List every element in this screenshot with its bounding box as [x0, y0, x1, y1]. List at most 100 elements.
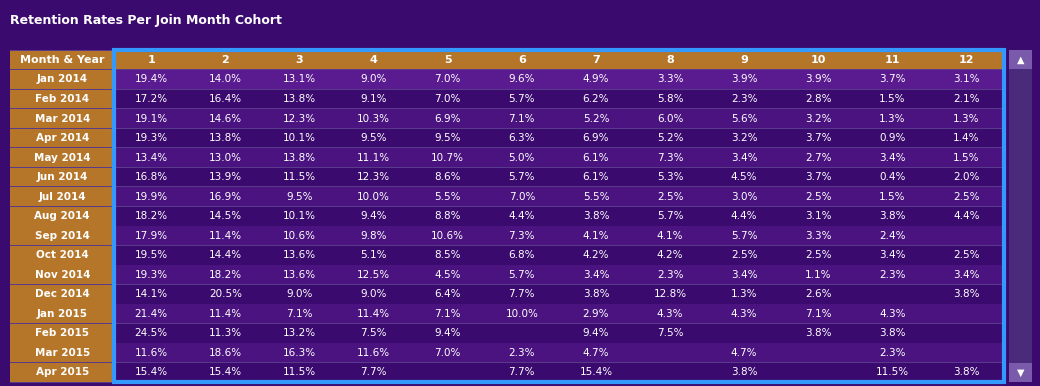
Bar [855, 304, 930, 323]
Bar [262, 265, 337, 284]
Text: 10.7%: 10.7% [432, 152, 464, 163]
Text: Nov 2014: Nov 2014 [34, 270, 90, 280]
Text: 10.0%: 10.0% [505, 309, 539, 319]
Text: 10.6%: 10.6% [283, 231, 316, 241]
Bar [114, 343, 188, 362]
Text: 10.1%: 10.1% [283, 211, 316, 221]
Text: 5.7%: 5.7% [657, 211, 683, 221]
Text: 3.1%: 3.1% [805, 211, 832, 221]
Text: 1: 1 [148, 55, 155, 65]
Bar [633, 187, 707, 207]
Bar [930, 226, 1004, 245]
Bar [558, 265, 633, 284]
Text: 2.3%: 2.3% [879, 270, 906, 280]
Bar [10, 207, 114, 226]
Bar [114, 168, 188, 187]
Bar [781, 226, 855, 245]
Text: 3.4%: 3.4% [731, 270, 757, 280]
Bar [114, 187, 188, 207]
Text: 7.1%: 7.1% [435, 309, 461, 319]
Text: 1.1%: 1.1% [805, 270, 832, 280]
Text: ▼: ▼ [1016, 367, 1024, 378]
Bar [10, 245, 114, 265]
Bar [10, 343, 1004, 344]
Bar [10, 89, 114, 109]
Text: 7.1%: 7.1% [286, 309, 313, 319]
Bar [262, 362, 337, 382]
Text: 13.9%: 13.9% [209, 172, 242, 182]
Text: 4.1%: 4.1% [582, 231, 609, 241]
Bar [930, 323, 1004, 343]
Bar [855, 323, 930, 343]
Text: 14.1%: 14.1% [134, 289, 167, 299]
Text: 1.5%: 1.5% [954, 152, 980, 163]
Text: 10.1%: 10.1% [283, 133, 316, 143]
Bar [633, 265, 707, 284]
Bar [558, 304, 633, 323]
Text: Dec 2014: Dec 2014 [35, 289, 89, 299]
Text: 12.3%: 12.3% [357, 172, 390, 182]
Text: 7.7%: 7.7% [360, 367, 387, 378]
Bar [558, 284, 633, 304]
Text: 6.1%: 6.1% [582, 172, 609, 182]
Bar [114, 148, 188, 168]
Bar [781, 207, 855, 226]
Bar [411, 343, 485, 362]
Bar [707, 284, 781, 304]
Bar [707, 89, 781, 109]
Text: 6.0%: 6.0% [657, 113, 683, 124]
Bar [633, 226, 707, 245]
Text: 4.9%: 4.9% [582, 74, 609, 85]
Text: 18.2%: 18.2% [209, 270, 242, 280]
Text: 15.4%: 15.4% [579, 367, 613, 378]
Bar [188, 245, 262, 265]
Bar [10, 206, 1004, 207]
Bar [485, 343, 558, 362]
Bar [188, 187, 262, 207]
Text: Jun 2014: Jun 2014 [36, 172, 88, 182]
Text: 13.1%: 13.1% [283, 74, 316, 85]
Bar [262, 89, 337, 109]
Text: 7.0%: 7.0% [435, 74, 461, 85]
Text: 13.6%: 13.6% [283, 250, 316, 260]
Bar [10, 50, 114, 70]
Bar [558, 128, 633, 148]
Text: 7.7%: 7.7% [509, 367, 535, 378]
Bar [855, 187, 930, 207]
Bar [10, 323, 114, 343]
Bar [10, 304, 114, 323]
Bar [707, 304, 781, 323]
Bar [781, 343, 855, 362]
Bar [10, 109, 114, 128]
Text: 13.0%: 13.0% [209, 152, 242, 163]
Text: 14.0%: 14.0% [209, 74, 242, 85]
Text: 13.6%: 13.6% [283, 270, 316, 280]
Text: 12.5%: 12.5% [357, 270, 390, 280]
Text: 2.3%: 2.3% [731, 94, 757, 104]
Text: Feb 2014: Feb 2014 [35, 94, 89, 104]
Bar [781, 50, 855, 70]
Text: 16.4%: 16.4% [209, 94, 242, 104]
Bar [10, 128, 114, 148]
Bar [633, 70, 707, 89]
Text: 3.7%: 3.7% [879, 74, 906, 85]
Text: 3.2%: 3.2% [805, 113, 832, 124]
Bar [633, 284, 707, 304]
Bar [337, 245, 411, 265]
Text: 4.5%: 4.5% [731, 172, 757, 182]
Bar [930, 265, 1004, 284]
Text: 19.3%: 19.3% [134, 270, 167, 280]
Text: 4.3%: 4.3% [731, 309, 757, 319]
Bar [10, 225, 1004, 226]
Bar [855, 50, 930, 70]
Text: 7.5%: 7.5% [360, 328, 387, 338]
Bar [930, 70, 1004, 89]
Text: 4.3%: 4.3% [657, 309, 683, 319]
Bar [781, 245, 855, 265]
Bar [485, 109, 558, 128]
Bar [10, 148, 114, 168]
Text: 8.8%: 8.8% [435, 211, 461, 221]
Text: 7.1%: 7.1% [805, 309, 832, 319]
Text: Apr 2014: Apr 2014 [35, 133, 89, 143]
Text: 18.6%: 18.6% [209, 348, 242, 358]
